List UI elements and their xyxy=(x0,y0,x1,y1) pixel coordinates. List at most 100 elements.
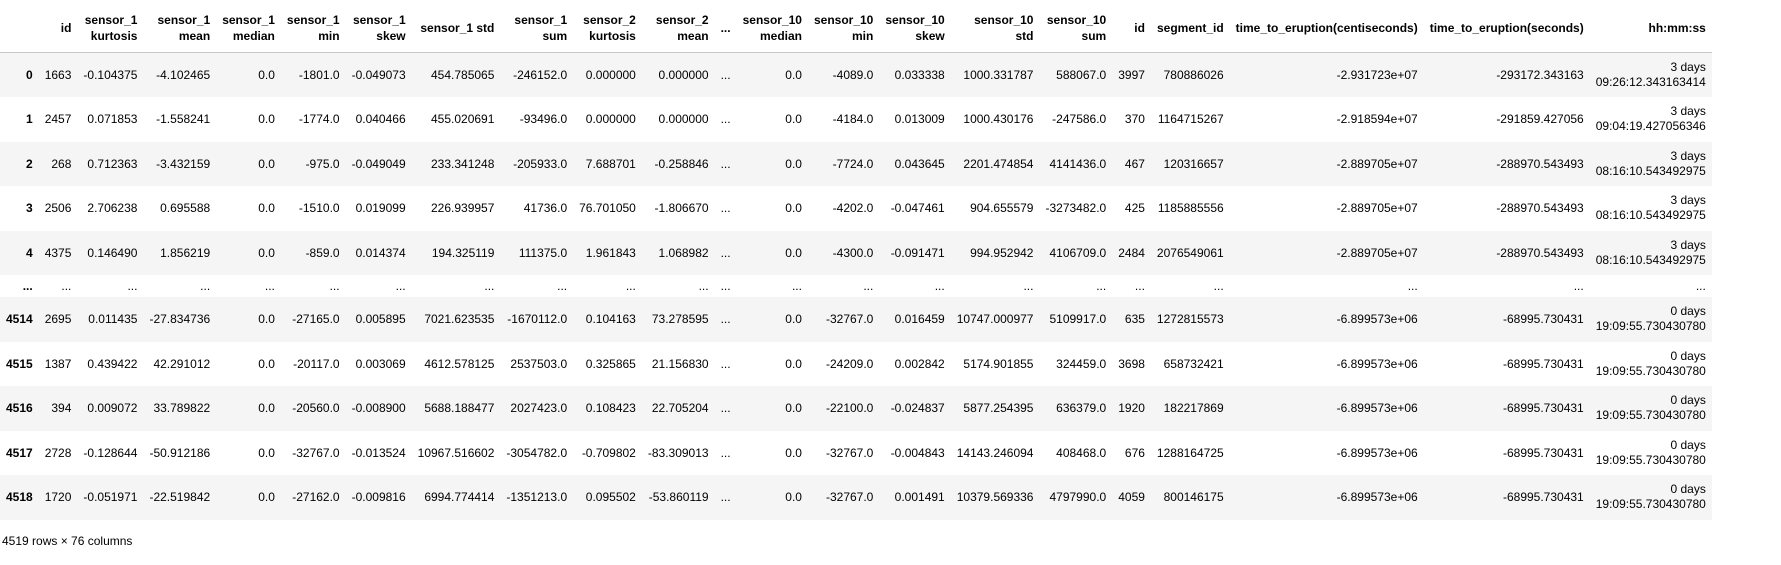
table-cell: 5109917.0 xyxy=(1049,312,1107,327)
table-cell: 0.013009 xyxy=(894,112,945,127)
table-cell: ... xyxy=(1573,279,1584,293)
table-cell: -2.889705e+07 xyxy=(1336,245,1418,260)
table-cell: ... xyxy=(625,279,636,293)
table-cell: 111375.0 xyxy=(518,245,568,260)
row-index: 3 xyxy=(26,201,33,216)
dataframe-table: id sensor_1 kurtosis sensor_1 mean sensor_1 me… xyxy=(0,4,1712,520)
column-header-line2: median xyxy=(232,29,275,43)
table-cell: -83.309013 xyxy=(647,445,709,460)
row-index: 1 xyxy=(26,112,33,127)
table-cell: -32767.0 xyxy=(292,445,340,460)
column-header-line2: sensor_1 std xyxy=(420,21,495,35)
time-cell: 3 days 08:16:10.543492975 xyxy=(1590,142,1712,187)
table-cell: 0.0 xyxy=(258,490,275,505)
column-header-line2: time_to_eruption(seconds) xyxy=(1429,21,1584,35)
table-cell: -6.899573e+06 xyxy=(1336,401,1418,416)
table-cell: -24209.0 xyxy=(825,356,874,371)
table-cell: 2506 xyxy=(44,201,72,216)
table-cell: 994.952942 xyxy=(970,245,1034,260)
table-cell: 5174.901855 xyxy=(963,356,1034,371)
table-cell: 0.0 xyxy=(258,312,275,327)
table-cell: -93496.0 xyxy=(519,112,568,127)
time-cell: 3 days 08:16:10.543492975 xyxy=(1590,186,1712,231)
index-header xyxy=(0,4,39,53)
table-cell: ... xyxy=(557,279,568,293)
column-header: sensor_1 kurtosis xyxy=(77,4,144,53)
table-cell: -1510.0 xyxy=(298,201,340,216)
table-cell: -3273482.0 xyxy=(1045,201,1107,216)
table-cell: -6.899573e+06 xyxy=(1336,356,1418,371)
table-cell: 1.856219 xyxy=(160,245,211,260)
table-cell: -0.009816 xyxy=(351,490,406,505)
table-cell: 0.000000 xyxy=(585,68,636,82)
time-clock: 08:16:10.543492975 xyxy=(1595,252,1706,267)
table-cell: -288970.543493 xyxy=(1496,245,1584,260)
time-days: 0 days xyxy=(1670,348,1706,363)
table-cell: 1164715267 xyxy=(1157,112,1224,127)
table-cell: ... xyxy=(127,279,138,293)
column-header: sensor_1 median xyxy=(216,4,281,53)
time-days: 3 days xyxy=(1670,193,1706,208)
time-days: 3 days xyxy=(1670,148,1706,163)
dataframe-shape-footer: 4519 rows × 76 columns xyxy=(2,533,133,548)
table-cell: -20117.0 xyxy=(293,356,340,371)
table-cell: -0.049073 xyxy=(351,68,406,82)
table-cell: 0.712363 xyxy=(87,156,138,171)
table-cell: 2.706238 xyxy=(87,201,138,216)
table-cell: 0.695588 xyxy=(160,201,211,216)
time-cell: 0 days 19:09:55.730430780 xyxy=(1590,297,1712,342)
table-cell: ... xyxy=(720,112,731,127)
table-cell: -2.889705e+07 xyxy=(1336,156,1418,171)
table-cell: 408468.0 xyxy=(1056,445,1107,460)
table-cell: -22100.0 xyxy=(825,401,874,416)
table-cell: 2695 xyxy=(44,312,72,327)
table-cell: ... xyxy=(863,279,874,293)
table-cell: ... xyxy=(395,279,406,293)
time-cell: 3 days 09:26:12.343163414 xyxy=(1590,53,1712,98)
row-index: ... xyxy=(22,279,33,293)
table-cell: -0.004843 xyxy=(890,445,945,460)
table-cell: 636379.0 xyxy=(1056,401,1107,416)
table-cell: -288970.543493 xyxy=(1496,201,1584,216)
table-cell: -27165.0 xyxy=(292,312,340,327)
table-cell: 0.104163 xyxy=(585,312,636,327)
table-cell: 4059 xyxy=(1118,490,1145,505)
column-header-line2: sum xyxy=(1081,29,1107,43)
row-index: 4515 xyxy=(6,356,33,371)
table-cell: 588067.0 xyxy=(1056,68,1107,82)
table-cell: -4202.0 xyxy=(832,201,874,216)
table-cell: -4184.0 xyxy=(832,112,874,127)
table-cell: -205933.0 xyxy=(513,156,568,171)
table-cell: ... xyxy=(1023,279,1034,293)
table-cell: 394 xyxy=(51,401,72,416)
table-cell: ... xyxy=(484,279,495,293)
table-cell: -27.834736 xyxy=(149,312,211,327)
column-header-line2: skew xyxy=(376,29,406,43)
table-cell: 10967.516602 xyxy=(417,445,495,460)
table-cell: -291859.427056 xyxy=(1496,112,1584,127)
table-cell: -20560.0 xyxy=(292,401,340,416)
table-cell: 2537503.0 xyxy=(510,356,568,371)
column-header-line2: id xyxy=(60,21,72,35)
table-cell: 1663 xyxy=(44,68,72,82)
table-cell: 0.0 xyxy=(258,445,275,460)
table-cell: 2076549061 xyxy=(1156,245,1224,260)
table-cell: 268 xyxy=(51,156,72,171)
column-header-line2: skew xyxy=(915,29,945,43)
column-header-line1: sensor_10 xyxy=(742,13,802,27)
time-clock: 19:09:55.730430780 xyxy=(1595,408,1706,423)
table-cell: 2484 xyxy=(1118,245,1145,260)
column-header-line2: median xyxy=(759,29,802,43)
table-cell: -4300.0 xyxy=(832,245,874,260)
table-cell: ... xyxy=(934,279,945,293)
table-row: 3 2506 2.706238 0.695588 0.0 -1510.0 0.019099 2… xyxy=(0,186,1712,231)
table-row: 4516 394 0.009072 33.789822 0.0 -20560.0 -0.00… xyxy=(0,386,1712,431)
table-cell: 676 xyxy=(1124,445,1145,460)
table-cell: -0.013524 xyxy=(351,445,406,460)
time-days: 3 days xyxy=(1670,237,1706,252)
table-cell: 1920 xyxy=(1118,401,1145,416)
time-days: 0 days xyxy=(1670,482,1706,497)
time-days: 0 days xyxy=(1670,304,1706,319)
column-header: sensor_2 kurtosis xyxy=(573,4,642,53)
